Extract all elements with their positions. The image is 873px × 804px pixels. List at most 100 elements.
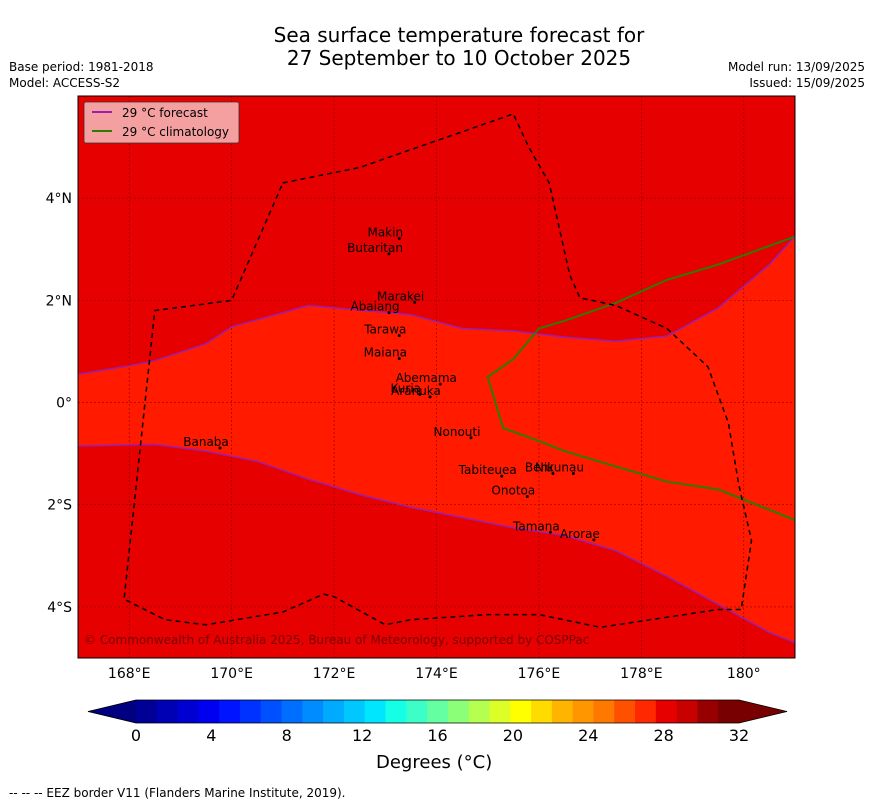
place-label-beru: Beru: [525, 461, 553, 475]
lat-tick-label: 4°N: [46, 191, 72, 207]
place-label-banaba: Banaba: [183, 435, 229, 449]
atoll-marker: [397, 237, 401, 240]
colorbar-segment: [364, 700, 387, 723]
colorbar-segment: [614, 700, 636, 723]
forecast-29c-contour-south: [77, 443, 796, 644]
lon-tick-label: 170°E: [210, 666, 253, 682]
lat-tick-label: 2°N: [46, 293, 72, 309]
place-label-maiana: Maiana: [364, 346, 407, 360]
colorbar-segment: [510, 700, 532, 723]
atoll-marker: [218, 446, 222, 450]
graticule: [78, 96, 795, 658]
colorbar-under-arrow: [88, 700, 136, 723]
colorbar-segment: [406, 700, 428, 723]
atoll-marker: [571, 472, 575, 476]
lon-tick-label: 174°E: [415, 666, 458, 682]
place-label-butaritan: Butaritan: [347, 241, 403, 255]
place-label-tamana: Tamana: [512, 519, 560, 533]
colorbar-tick-label: 8: [282, 726, 292, 745]
colorbar-segment: [260, 700, 283, 723]
atoll-marker: [469, 436, 473, 440]
colorbar-segment: [281, 700, 303, 723]
colorbar-segment: [219, 700, 241, 723]
colorbar-segment: [697, 700, 719, 723]
colorbar-segment: [489, 700, 511, 723]
atoll-marker: [548, 530, 552, 534]
place-label-tarawa: Tarawa: [363, 323, 406, 337]
colorbar-tick-label: 0: [131, 726, 141, 745]
atoll-marker: [397, 357, 401, 361]
colorbar-segment: [427, 700, 449, 723]
chart-title-line1: Sea surface temperature forecast for: [273, 23, 645, 47]
colorbar-segment: [551, 700, 574, 723]
atoll-marker: [592, 538, 596, 542]
atoll-marker: [397, 334, 401, 338]
colorbar-label: Degrees (°C): [376, 752, 493, 773]
colorbar-segment: [323, 700, 345, 723]
colorbar-tick-label: 16: [427, 726, 447, 745]
place-label-onotoa: Onotoa: [491, 484, 535, 498]
colorbar-segment: [572, 700, 594, 723]
colorbar-segment: [302, 700, 324, 723]
colorbar-segment: [177, 700, 199, 723]
colorbar-segment: [531, 700, 553, 723]
atoll-marker: [428, 395, 432, 399]
lon-tick-label: 172°E: [313, 666, 356, 682]
lon-tick-label: 176°E: [518, 666, 561, 682]
colorbar-segment: [136, 700, 158, 723]
colorbar-outline: [87, 699, 788, 724]
place-label-makin: Makin: [367, 226, 403, 240]
colorbar-segment: [593, 700, 615, 723]
place-label-aranuka: Aranuka: [391, 384, 441, 398]
colorbar-tick-label: 20: [503, 726, 523, 745]
lat-tick-label: 0°: [56, 396, 72, 412]
lon-tick-label: 178°E: [620, 666, 663, 682]
colorbar-segment: [655, 700, 678, 723]
issued-text: Issued: 15/09/2025: [749, 76, 865, 90]
place-label-kuria: Kuria: [391, 381, 422, 395]
model-run-text: Model run: 13/09/2025: [727, 60, 865, 74]
place-label-tabiteuea: Tabiteuea: [458, 463, 517, 477]
colorbar-tick-label: 24: [578, 726, 598, 745]
place-label-marakei: Marakei: [377, 289, 424, 303]
colorbar-segment: [156, 700, 179, 723]
place-label-nonouti: Nonouti: [434, 425, 481, 439]
legend-box: [83, 101, 240, 144]
colorbar-over-arrow: [739, 700, 787, 723]
colorbar-segment: [718, 700, 740, 723]
place-label-arorae: Arorae: [560, 527, 600, 541]
forecast-29c-contour-north: [77, 235, 796, 376]
colorbar-tick-label: 32: [729, 726, 749, 745]
colorbar-tick-label: 28: [653, 726, 673, 745]
colorbar: 0 4 8 12 16 20 24 28 32: [87, 699, 788, 745]
lat-tick-label: 4°S: [47, 600, 72, 616]
base-period-text: Base period: 1981-2018: [9, 60, 154, 74]
colorbar-segment: [676, 700, 698, 723]
model-text: Model: ACCESS-S2: [9, 76, 121, 90]
eez-border: [123, 112, 753, 629]
atoll-marker: [387, 252, 391, 256]
map-frame: [77, 95, 796, 659]
colorbar-tick-label: 4: [206, 726, 216, 745]
climatology-29c-contour: [486, 235, 796, 522]
atoll-marker: [551, 472, 555, 476]
colorbar-segment: [239, 700, 262, 723]
colorbar-segment: [468, 700, 490, 723]
lat-tick-label: 2°S: [47, 498, 72, 514]
copyright-notice: © Commonwealth of Australia 2025, Bureau…: [84, 633, 589, 647]
colorbar-tick-label: 12: [352, 726, 372, 745]
atoll-marker: [525, 495, 529, 499]
atoll-marker: [413, 300, 417, 304]
atoll-marker: [500, 474, 504, 478]
colorbar-segment: [198, 700, 220, 723]
place-label-nikunau: Nikunau: [535, 461, 584, 475]
atoll-marker: [438, 382, 442, 386]
chart-title-line2: 27 September to 10 October 2025: [286, 46, 632, 70]
colorbar-segment: [343, 700, 366, 723]
lon-tick-label: 180°: [727, 666, 761, 682]
sst-29c-band: [78, 236, 795, 643]
lon-tick-label: 168°E: [108, 666, 151, 682]
colorbar-segment: [447, 700, 470, 723]
place-label-abemama: Abemama: [396, 371, 457, 385]
